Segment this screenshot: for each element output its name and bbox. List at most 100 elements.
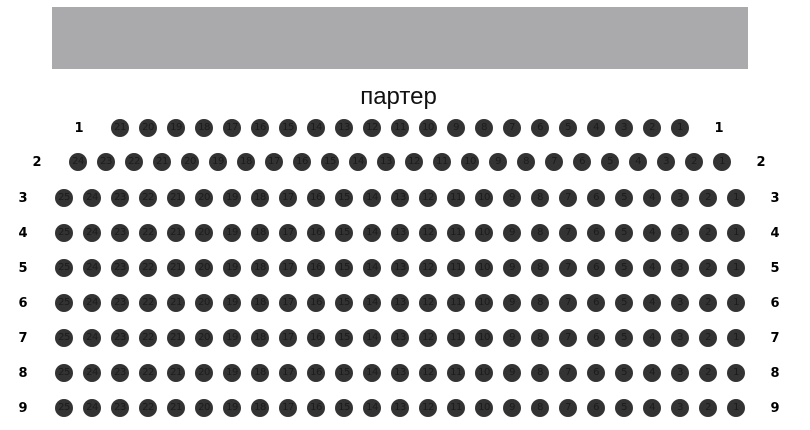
seat[interactable]: 12 — [419, 329, 437, 347]
seat[interactable]: 3 — [671, 364, 689, 382]
seat[interactable]: 5 — [601, 153, 619, 171]
seat[interactable]: 15 — [335, 294, 353, 312]
seat[interactable]: 15 — [321, 153, 339, 171]
seat[interactable]: 18 — [251, 224, 269, 242]
seat[interactable]: 18 — [237, 153, 255, 171]
seat[interactable]: 24 — [83, 294, 101, 312]
seat[interactable]: 16 — [307, 189, 325, 207]
seat[interactable]: 18 — [251, 259, 269, 277]
seat[interactable]: 17 — [279, 329, 297, 347]
seat[interactable]: 19 — [167, 119, 185, 137]
seat[interactable]: 4 — [629, 153, 647, 171]
seat[interactable]: 14 — [363, 399, 381, 417]
seat[interactable]: 17 — [279, 224, 297, 242]
seat[interactable]: 20 — [139, 119, 157, 137]
seat[interactable]: 21 — [167, 364, 185, 382]
seat[interactable]: 20 — [195, 259, 213, 277]
seat[interactable]: 22 — [139, 259, 157, 277]
seat[interactable]: 20 — [195, 294, 213, 312]
seat[interactable]: 15 — [335, 329, 353, 347]
seat[interactable]: 21 — [167, 189, 185, 207]
seat[interactable]: 19 — [223, 364, 241, 382]
seat[interactable]: 14 — [349, 153, 367, 171]
seat[interactable]: 15 — [335, 259, 353, 277]
seat[interactable]: 4 — [643, 399, 661, 417]
seat[interactable]: 11 — [447, 224, 465, 242]
seat[interactable]: 2 — [699, 399, 717, 417]
seat[interactable]: 10 — [475, 399, 493, 417]
seat[interactable]: 2 — [643, 119, 661, 137]
seat[interactable]: 9 — [447, 119, 465, 137]
seat[interactable]: 12 — [419, 364, 437, 382]
seat[interactable]: 4 — [587, 119, 605, 137]
seat[interactable]: 22 — [125, 153, 143, 171]
seat[interactable]: 5 — [615, 189, 633, 207]
seat[interactable]: 13 — [391, 189, 409, 207]
seat[interactable]: 17 — [265, 153, 283, 171]
seat[interactable]: 4 — [643, 224, 661, 242]
seat[interactable]: 2 — [699, 294, 717, 312]
seat[interactable]: 10 — [461, 153, 479, 171]
seat[interactable]: 11 — [447, 294, 465, 312]
seat[interactable]: 22 — [139, 189, 157, 207]
seat[interactable]: 8 — [531, 224, 549, 242]
seat[interactable]: 21 — [111, 119, 129, 137]
seat[interactable]: 23 — [97, 153, 115, 171]
seat[interactable]: 6 — [587, 224, 605, 242]
seat[interactable]: 6 — [531, 119, 549, 137]
seat[interactable]: 15 — [279, 119, 297, 137]
seat[interactable]: 11 — [433, 153, 451, 171]
seat[interactable]: 17 — [279, 189, 297, 207]
seat[interactable]: 13 — [377, 153, 395, 171]
seat[interactable]: 18 — [251, 364, 269, 382]
seat[interactable]: 19 — [223, 329, 241, 347]
seat[interactable]: 6 — [587, 399, 605, 417]
seat[interactable]: 8 — [517, 153, 535, 171]
seat[interactable]: 24 — [69, 153, 87, 171]
seat[interactable]: 22 — [139, 329, 157, 347]
seat[interactable]: 13 — [391, 259, 409, 277]
seat[interactable]: 11 — [447, 259, 465, 277]
seat[interactable]: 5 — [559, 119, 577, 137]
seat[interactable]: 5 — [615, 399, 633, 417]
seat[interactable]: 9 — [503, 224, 521, 242]
seat[interactable]: 16 — [251, 119, 269, 137]
seat[interactable]: 8 — [475, 119, 493, 137]
seat[interactable]: 14 — [363, 364, 381, 382]
seat[interactable]: 24 — [83, 364, 101, 382]
seat[interactable]: 14 — [363, 189, 381, 207]
seat[interactable]: 15 — [335, 364, 353, 382]
seat[interactable]: 2 — [699, 224, 717, 242]
seat[interactable]: 9 — [503, 259, 521, 277]
seat[interactable]: 13 — [391, 329, 409, 347]
seat[interactable]: 4 — [643, 329, 661, 347]
seat[interactable]: 19 — [223, 294, 241, 312]
seat[interactable]: 11 — [447, 399, 465, 417]
seat[interactable]: 2 — [699, 364, 717, 382]
seat[interactable]: 23 — [111, 294, 129, 312]
seat[interactable]: 10 — [475, 329, 493, 347]
seat[interactable]: 1 — [713, 153, 731, 171]
seat[interactable]: 19 — [209, 153, 227, 171]
seat[interactable]: 7 — [559, 189, 577, 207]
seat[interactable]: 12 — [405, 153, 423, 171]
seat[interactable]: 6 — [587, 329, 605, 347]
seat[interactable]: 18 — [251, 294, 269, 312]
seat[interactable]: 3 — [671, 259, 689, 277]
seat[interactable]: 9 — [503, 329, 521, 347]
seat[interactable]: 21 — [153, 153, 171, 171]
seat[interactable]: 5 — [615, 224, 633, 242]
seat[interactable]: 23 — [111, 329, 129, 347]
seat[interactable]: 8 — [531, 259, 549, 277]
seat[interactable]: 23 — [111, 259, 129, 277]
seat[interactable]: 7 — [559, 399, 577, 417]
seat[interactable]: 24 — [83, 399, 101, 417]
seat[interactable]: 20 — [195, 364, 213, 382]
seat[interactable]: 6 — [587, 259, 605, 277]
seat[interactable]: 24 — [83, 329, 101, 347]
seat[interactable]: 19 — [223, 189, 241, 207]
seat[interactable]: 8 — [531, 294, 549, 312]
seat[interactable]: 6 — [587, 189, 605, 207]
seat[interactable]: 22 — [139, 364, 157, 382]
seat[interactable]: 16 — [307, 224, 325, 242]
